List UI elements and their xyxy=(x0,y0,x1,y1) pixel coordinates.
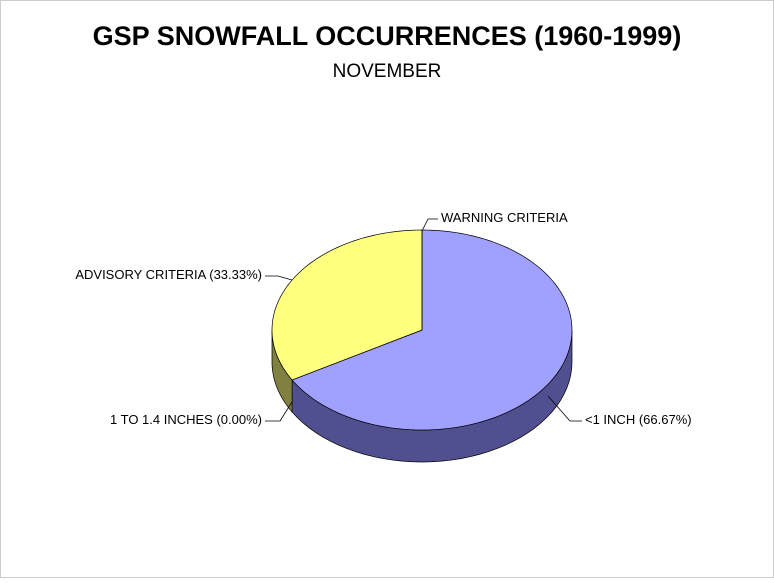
slice-category: <1 INCH xyxy=(585,412,635,427)
leader-line xyxy=(421,218,438,232)
slice-category: WARNING CRITERIA xyxy=(441,210,568,225)
slice xyxy=(271,229,423,381)
chart-title: GSP SNOWFALL OCCURRENCES (1960-1999) xyxy=(93,21,682,51)
slice-label: WARNING CRITERIA xyxy=(441,210,568,225)
leader-line xyxy=(265,401,293,422)
slice-value-label: (0.00%) xyxy=(216,412,262,427)
slice-value-label: (66.67%) xyxy=(639,412,692,427)
chart-subtitle: NOVEMBER xyxy=(333,61,442,82)
slice-label: ADVISORY CRITERIA (33.33%) xyxy=(75,267,262,282)
slice-label: 1 TO 1.4 INCHES (0.00%) xyxy=(110,412,262,427)
leader-line xyxy=(265,275,293,281)
slice-category: ADVISORY CRITERIA xyxy=(75,267,206,282)
slice xyxy=(291,229,573,431)
slice-label: <1 INCH (66.67%) xyxy=(585,412,692,427)
leader-line xyxy=(547,395,582,422)
slice-value-label: (33.33%) xyxy=(209,267,262,282)
slice-category: 1 TO 1.4 INCHES xyxy=(110,412,213,427)
